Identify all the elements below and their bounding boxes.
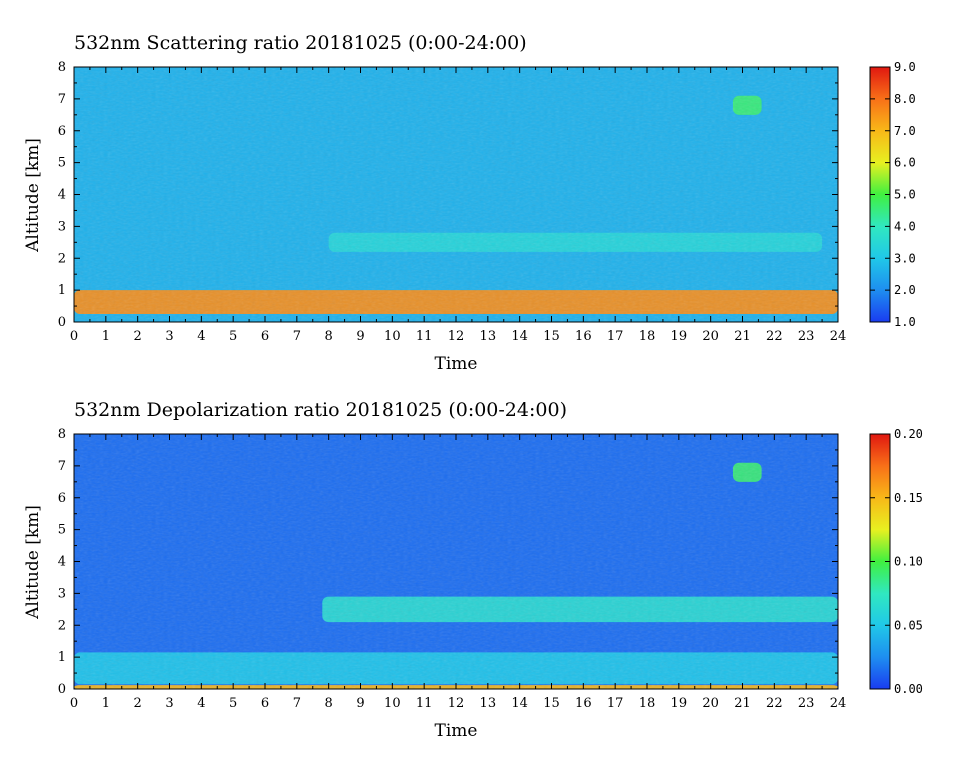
x-tick-label: 23 xyxy=(798,696,815,711)
x-tick-label: 6 xyxy=(261,696,269,711)
x-tick-label: 6 xyxy=(261,329,269,344)
x-tick-label: 1 xyxy=(102,696,110,711)
depolarization-ratio-colorbar: 0.00 0.05 0.10 0.15 0.20 xyxy=(869,427,923,696)
x-tick-label: 13 xyxy=(480,696,497,711)
x-tick-label: 15 xyxy=(543,696,560,711)
x-tick-label: 18 xyxy=(639,696,656,711)
colorbar-tick-label: 4.0 xyxy=(894,219,916,233)
colorbar-tick-label: 0.15 xyxy=(894,491,923,505)
x-tick-label: 16 xyxy=(575,329,592,344)
x-tick-label: 24 xyxy=(830,329,847,344)
x-tick-label: 23 xyxy=(798,329,815,344)
colorbar-tick-label: 6.0 xyxy=(894,156,916,170)
colorbar-tick-label: 8.0 xyxy=(894,92,916,106)
y-tick-label: 8 xyxy=(58,60,66,75)
x-tick-label: 11 xyxy=(416,696,433,711)
y-tick-label: 2 xyxy=(58,251,66,266)
y-tick-label: 4 xyxy=(58,555,66,570)
heatmap-texture xyxy=(74,67,838,322)
y-tick-label: 4 xyxy=(58,188,66,203)
x-tick-label: 18 xyxy=(639,329,656,344)
x-tick-label: 19 xyxy=(671,696,688,711)
x-tick-label: 10 xyxy=(384,329,401,344)
colorbar-tick-label: 7.0 xyxy=(894,124,916,138)
x-tick-label: 14 xyxy=(511,329,528,344)
depolarization-ratio-axes: 0 1 2 3 4 5 6 7 8 9 10 11 12 13 14 15 16 17 18 19 20 21 22 23 24… xyxy=(58,427,847,711)
x-tick-label: 0 xyxy=(70,329,78,344)
scattering-ratio-plot-area xyxy=(74,67,838,322)
y-tick-label: 7 xyxy=(58,92,66,107)
x-tick-label: 24 xyxy=(830,696,847,711)
x-tick-label: 10 xyxy=(384,696,401,711)
y-tick-label: 1 xyxy=(58,283,66,298)
colorbar-tick-label: 0.05 xyxy=(894,618,923,632)
scattering-ratio-axes: 0 1 2 3 4 5 6 7 8 9 10 11 12 13 14 15 16 17 18 19 20 21 22 23 24… xyxy=(58,60,847,344)
x-axis-label: Time xyxy=(435,354,478,374)
scattering-ratio-panel: 532nm Scattering ratio 20181025 (0:00-24… xyxy=(23,32,916,374)
x-tick-label: 5 xyxy=(229,696,237,711)
x-tick-label: 7 xyxy=(293,696,301,711)
depolarization-ratio-plot-area xyxy=(74,434,838,689)
x-tick-label: 12 xyxy=(448,329,465,344)
colorbar-tick-label: 0.10 xyxy=(894,555,923,569)
x-tick-label: 9 xyxy=(356,696,364,711)
x-tick-label: 16 xyxy=(575,696,592,711)
x-tick-label: 5 xyxy=(229,329,237,344)
y-tick-label: 1 xyxy=(58,650,66,665)
x-tick-label: 4 xyxy=(197,329,205,344)
scattering-ratio-colorbar: 1.0 2.0 3.0 4.0 5.0 6.0 7.0 8.0 9.0 xyxy=(869,60,916,329)
y-tick-label: 5 xyxy=(58,523,66,538)
x-tick-label: 11 xyxy=(416,329,433,344)
x-tick-label: 22 xyxy=(766,329,783,344)
x-tick-label: 17 xyxy=(607,329,624,344)
x-tick-label: 14 xyxy=(511,696,528,711)
y-tick-label: 6 xyxy=(58,124,66,139)
colorbar-tick-label: 0.00 xyxy=(894,682,923,696)
x-tick-label: 3 xyxy=(165,696,173,711)
y-tick-label: 5 xyxy=(58,156,66,171)
x-tick-label: 12 xyxy=(448,696,465,711)
y-tick-label: 3 xyxy=(58,219,66,234)
y-tick-label: 2 xyxy=(58,618,66,633)
y-axis-label: Altitude [km] xyxy=(23,505,43,620)
x-tick-label: 7 xyxy=(293,329,301,344)
x-tick-label: 0 xyxy=(70,696,78,711)
x-tick-label: 19 xyxy=(671,329,688,344)
heatmap-texture xyxy=(74,434,838,689)
x-tick-label: 8 xyxy=(325,329,333,344)
x-tick-label: 3 xyxy=(165,329,173,344)
y-tick-label: 3 xyxy=(58,586,66,601)
colorbar-tick-label: 2.0 xyxy=(894,283,916,297)
chart-title: 532nm Depolarization ratio 20181025 (0:0… xyxy=(74,399,567,421)
x-tick-label: 20 xyxy=(702,696,719,711)
x-tick-label: 21 xyxy=(734,329,751,344)
depolarization-ratio-panel: 532nm Depolarization ratio 20181025 (0:0… xyxy=(23,399,923,741)
y-tick-label: 6 xyxy=(58,491,66,506)
x-tick-label: 21 xyxy=(734,696,751,711)
x-tick-label: 9 xyxy=(356,329,364,344)
x-tick-label: 2 xyxy=(134,696,142,711)
x-axis-label: Time xyxy=(435,721,478,741)
colorbar-tick-label: 1.0 xyxy=(894,315,916,329)
x-tick-label: 2 xyxy=(134,329,142,344)
x-tick-label: 13 xyxy=(480,329,497,344)
x-tick-label: 4 xyxy=(197,696,205,711)
colorbar-tick-label: 9.0 xyxy=(894,60,916,74)
y-axis-label: Altitude [km] xyxy=(23,138,43,253)
x-tick-label: 17 xyxy=(607,696,624,711)
y-tick-label: 8 xyxy=(58,427,66,442)
y-tick-label: 0 xyxy=(58,315,66,330)
y-tick-label: 0 xyxy=(58,682,66,697)
x-tick-label: 20 xyxy=(702,329,719,344)
x-tick-label: 8 xyxy=(325,696,333,711)
x-tick-label: 22 xyxy=(766,696,783,711)
chart-title: 532nm Scattering ratio 20181025 (0:00-24… xyxy=(74,32,527,54)
colorbar-tick-label: 3.0 xyxy=(894,251,916,265)
x-tick-label: 1 xyxy=(102,329,110,344)
colorbar-tick-label: 0.20 xyxy=(894,427,923,441)
colorbar-tick-label: 5.0 xyxy=(894,188,916,202)
y-tick-label: 7 xyxy=(58,459,66,474)
x-tick-label: 15 xyxy=(543,329,560,344)
